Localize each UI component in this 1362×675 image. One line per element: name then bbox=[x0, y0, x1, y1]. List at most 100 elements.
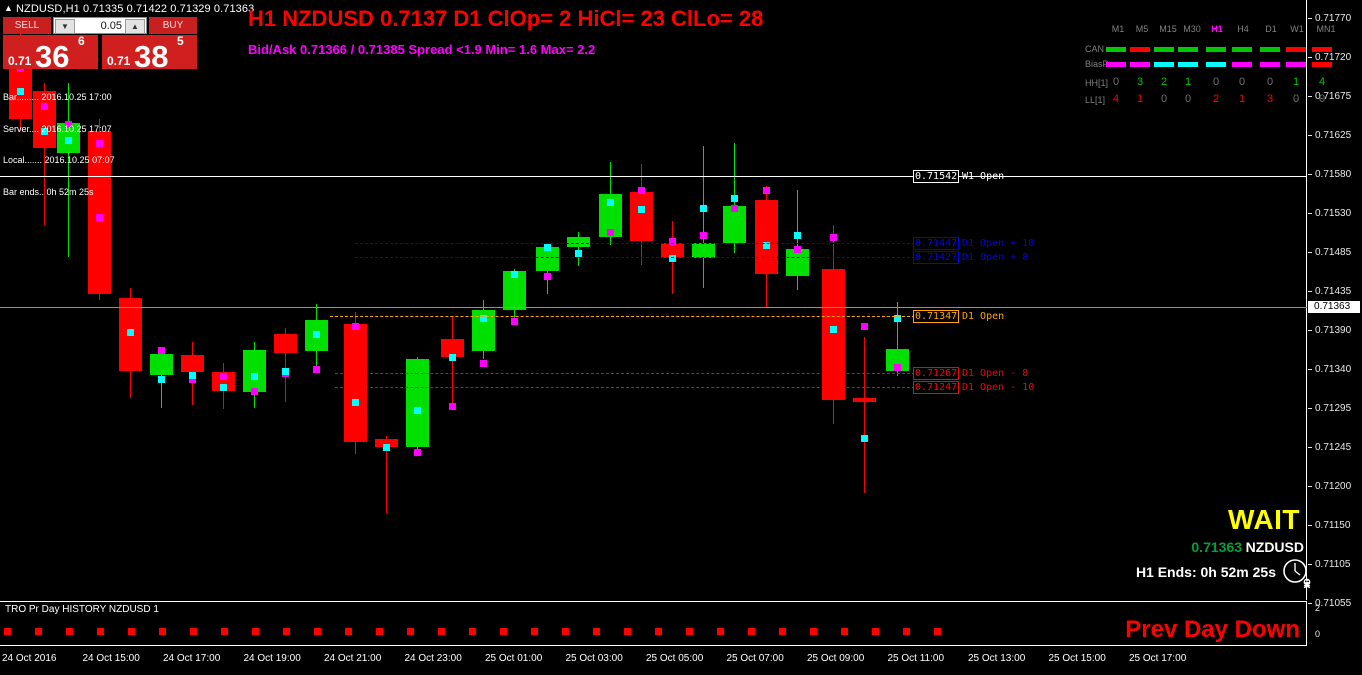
timeframe-header-w1[interactable]: W1 bbox=[1290, 24, 1304, 34]
magenta-marker bbox=[189, 375, 196, 383]
timeframe-matrix-panel[interactable]: M1 M5 M15 M30 H1 H4 D1 W1 MN1 CAN BiasPr HH[1] 0 3 2 1… bbox=[1085, 24, 1336, 116]
tf-count-value: 1 bbox=[1238, 93, 1246, 105]
sub-indicator-area[interactable] bbox=[0, 601, 1307, 646]
cyan-marker bbox=[894, 315, 901, 323]
sub-indicator-dot bbox=[66, 628, 73, 635]
volume-input[interactable]: 0.05 bbox=[100, 20, 122, 32]
price-tick-mark bbox=[1308, 96, 1312, 97]
bid-price-box[interactable]: 0.71 36 6 bbox=[3, 35, 98, 69]
candle-wick bbox=[703, 146, 704, 289]
time-tick-label: 25 Oct 03:00 bbox=[565, 653, 623, 664]
clock-skull-icon bbox=[1282, 558, 1314, 590]
timeframe-header-m1[interactable]: M1 bbox=[1111, 24, 1125, 34]
price-axis[interactable]: 0.71770 0.71720 0.71675 0.71625 0.71580 0.715… bbox=[1307, 0, 1362, 609]
price-level-label: D1 Open + 10 bbox=[962, 238, 1035, 249]
cyan-marker bbox=[414, 407, 421, 415]
timeframe-header-m15[interactable]: M15 bbox=[1159, 24, 1177, 34]
cyan-marker bbox=[65, 137, 72, 145]
cyan-marker bbox=[607, 198, 614, 206]
magenta-marker bbox=[511, 318, 518, 326]
candle-body bbox=[150, 354, 173, 375]
magenta-marker bbox=[669, 237, 676, 245]
tf-row-label: CAN bbox=[1085, 44, 1105, 54]
volume-decrement-icon[interactable]: ▼ bbox=[55, 19, 75, 34]
cyan-marker bbox=[763, 241, 770, 249]
sub-indicator-dot bbox=[841, 628, 848, 635]
price-level-tag[interactable]: 0.71542 bbox=[913, 170, 960, 183]
price-level-tag[interactable]: 0.71247 bbox=[913, 381, 960, 394]
timeframe-header-mn1[interactable]: MN1 bbox=[1316, 24, 1336, 34]
candle-body bbox=[375, 439, 398, 448]
sub-indicator-dot bbox=[655, 628, 662, 635]
candle-wick bbox=[864, 337, 865, 493]
ask-price-box[interactable]: 0.71 38 5 bbox=[102, 35, 197, 69]
sub-indicator-dot bbox=[190, 628, 197, 635]
candle-body bbox=[441, 339, 464, 358]
cyan-marker bbox=[794, 231, 801, 239]
price-level-tag[interactable]: 0.71427 bbox=[913, 251, 960, 264]
candle-wick bbox=[578, 231, 579, 267]
timeframe-header-h1[interactable]: H1 bbox=[1211, 24, 1223, 34]
candle-body bbox=[567, 237, 590, 248]
one-click-trading-panel[interactable]: SELL ▼ 0.05 ▲ BUY 0.71 36 6 0.71 38 5 bbox=[3, 17, 197, 69]
price-level-tag[interactable]: 0.71267 bbox=[913, 367, 960, 380]
price-tick-mark bbox=[1308, 213, 1312, 214]
candle-body bbox=[723, 205, 746, 243]
volume-increment-icon[interactable]: ▲ bbox=[125, 19, 145, 34]
tf-row-label: LL[1] bbox=[1085, 95, 1106, 105]
tf-signal-bar bbox=[1106, 62, 1126, 67]
sell-button[interactable]: SELL bbox=[3, 17, 51, 34]
volume-stepper[interactable]: ▼ 0.05 ▲ bbox=[53, 17, 147, 34]
status-badge: WAIT bbox=[1228, 504, 1300, 535]
magenta-marker bbox=[352, 322, 359, 330]
tf-count-value: 4 bbox=[1318, 76, 1326, 88]
page-title: H1 NZDUSD 0.7137 D1 ClOp= 2 HiCl= 23 ClL… bbox=[248, 6, 764, 31]
sub-indicator-dot bbox=[500, 628, 507, 635]
timeframe-header-h4[interactable]: H4 bbox=[1237, 24, 1249, 34]
magenta-marker bbox=[220, 373, 227, 381]
price-level-tag[interactable]: 0.71447 bbox=[913, 237, 960, 250]
tf-count-value: 0 bbox=[1160, 93, 1168, 105]
price-level-line bbox=[0, 176, 1307, 177]
cyan-marker bbox=[700, 204, 707, 212]
sub-indicator-dot bbox=[407, 628, 414, 635]
timeframe-header-m5[interactable]: M5 bbox=[1135, 24, 1149, 34]
spread-subtitle: Bid/Ask 0.71366 / 0.71385 Spread <1.9 Mi… bbox=[248, 42, 596, 57]
candle-body bbox=[181, 355, 204, 373]
price-tick-label: 0.71720 bbox=[1315, 52, 1352, 63]
cyan-marker bbox=[282, 367, 289, 375]
wait-price: 0.71363 bbox=[1191, 539, 1242, 555]
price-tick-mark bbox=[1308, 135, 1312, 136]
price-level-tag[interactable]: 0.71347 bbox=[913, 310, 960, 323]
symbol-ohlc-line: ▲ NZDUSD,H1 0.71335 0.71422 0.71329 0.713… bbox=[4, 3, 254, 15]
tf-count-value: 0 bbox=[1212, 76, 1220, 88]
tf-count-value: 3 bbox=[1136, 76, 1144, 88]
time-axis[interactable]: 24 Oct 2016 24 Oct 15:00 24 Oct 17:00 24 Oc… bbox=[0, 648, 1307, 675]
time-tick-label: 25 Oct 09:00 bbox=[807, 653, 865, 664]
buy-button[interactable]: BUY bbox=[149, 17, 197, 34]
collapse-triangle-icon[interactable]: ▲ bbox=[4, 3, 14, 13]
price-tick-mark bbox=[1308, 174, 1312, 175]
cyan-marker bbox=[189, 371, 196, 379]
price-tick-label: 0.71105 bbox=[1315, 559, 1351, 570]
sub-indicator-dot bbox=[438, 628, 445, 635]
main-chart-area[interactable]: 0.71542 W1 Open 0.71447 D1 Open + 10 0.71427… bbox=[0, 0, 1307, 600]
tf-count-value: 3 bbox=[1266, 93, 1274, 105]
price-level-label: D1 Open - 10 bbox=[962, 382, 1035, 393]
timeframe-header-m30[interactable]: M30 bbox=[1183, 24, 1201, 34]
time-tick-label: 24 Oct 2016 bbox=[2, 653, 57, 664]
candle-wick bbox=[452, 315, 453, 411]
price-tick-mark bbox=[1308, 447, 1312, 448]
tf-signal-bar bbox=[1130, 47, 1150, 52]
symbol-ohlc-text: NZDUSD,H1 0.71335 0.71422 0.71329 0.7136… bbox=[16, 3, 255, 15]
timeframe-header-d1[interactable]: D1 bbox=[1265, 24, 1277, 34]
cyan-marker bbox=[41, 127, 48, 135]
sub-indicator-dot bbox=[717, 628, 724, 635]
candle-body bbox=[755, 200, 778, 275]
price-level-label: D1 Open + 8 bbox=[962, 252, 1029, 263]
price-tick-label: 0.71675 bbox=[1315, 91, 1352, 102]
sub-indicator-dot bbox=[97, 628, 104, 635]
cyan-marker bbox=[352, 399, 359, 407]
sub-indicator-dot bbox=[531, 628, 538, 635]
tf-signal-bar bbox=[1130, 62, 1150, 67]
